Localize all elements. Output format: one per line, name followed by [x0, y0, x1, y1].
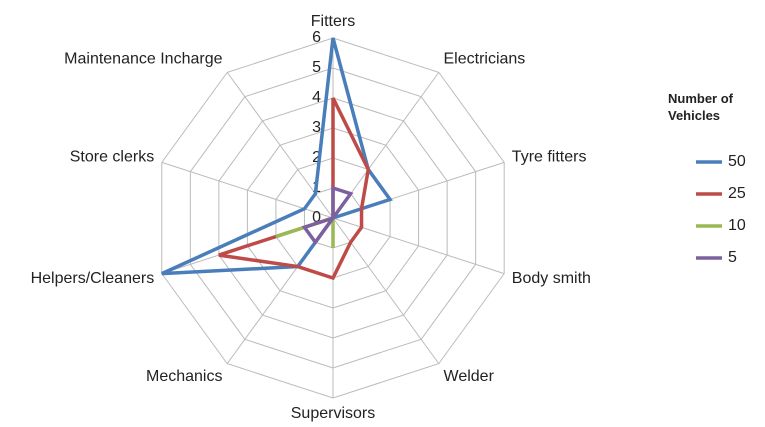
category-label: Body smith — [512, 270, 591, 287]
r-tick-label: 6 — [312, 29, 321, 46]
series-line — [301, 185, 354, 246]
legend-label: 5 — [728, 249, 737, 266]
category-label: Maintenance Incharge — [64, 51, 222, 68]
legend-title: Number of Vehicles — [668, 91, 734, 123]
category-label: Tyre fitters — [512, 149, 587, 166]
category-label: Mechanics — [146, 368, 222, 385]
category-label: Helpers/Cleaners — [31, 270, 155, 287]
r-tick-label: 2 — [312, 149, 321, 166]
legend-label: 25 — [728, 185, 746, 202]
r-tick-label: 4 — [312, 89, 321, 106]
category-label: Electricians — [444, 51, 526, 68]
spoke — [332, 217, 440, 364]
r-tick-label: 5 — [312, 59, 321, 76]
legend-label: 50 — [728, 153, 746, 170]
category-label: Supervisors — [291, 405, 375, 422]
category-label: Welder — [444, 368, 495, 385]
r-tick-label: 3 — [312, 119, 321, 136]
r-tick-label: 0 — [312, 209, 321, 226]
legend-label: 10 — [728, 217, 746, 234]
category-label: Fitters — [311, 13, 355, 30]
category-label: Store clerks — [70, 149, 154, 166]
